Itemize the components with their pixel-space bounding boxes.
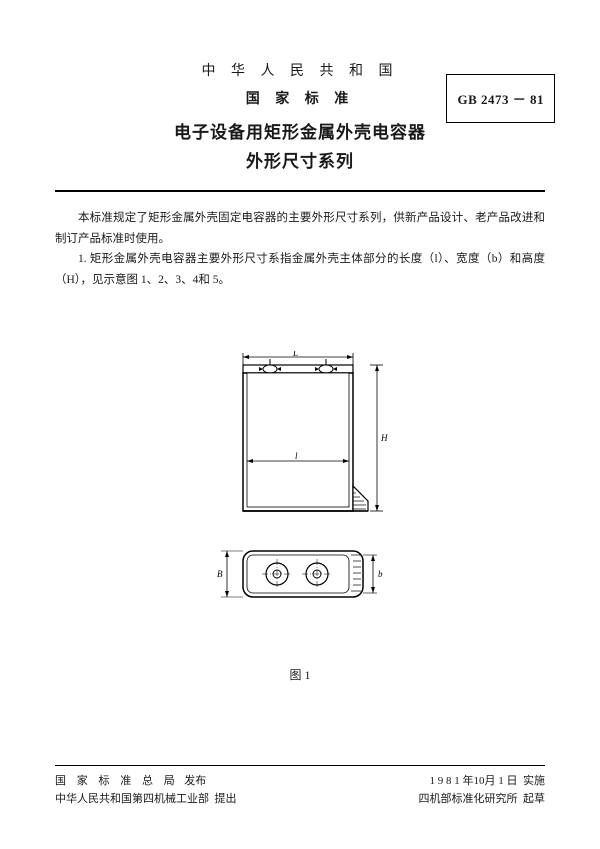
standard-code-box: GB 2473 － 81 [446, 74, 555, 123]
drafter-verb: 起草 [523, 793, 545, 805]
title-line-2: 外形尺寸系列 [174, 147, 426, 172]
standard-code: GB 2473 － 81 [457, 92, 544, 107]
label-b: b [378, 569, 383, 579]
label-B: B [217, 569, 223, 579]
impl-verb: 实施 [523, 775, 545, 787]
label-H: H [380, 433, 388, 443]
footer-right: 1 9 8 1 年10月 1 日 实施 四机部标准化研究所 起草 [419, 772, 546, 809]
issuer-verb: 发布 [184, 775, 206, 787]
impl-date: 1 9 8 1 年10月 1 日 [430, 775, 518, 787]
figure-caption: 图 1 [55, 666, 545, 683]
footer-left: 国 家 标 准 总 局 发布 中华人民共和国第四机械工业部 提出 [55, 772, 237, 809]
country-line: 中 华 人 民 共 和 国 [174, 60, 426, 80]
paragraph-1: 本标准规定了矩形金属外壳固定电容器的主要外形尺寸系列，供新产品设计、老产品改进和… [55, 208, 545, 249]
header-rule [55, 190, 545, 192]
label-L: L [292, 351, 298, 358]
footer-row: 国 家 标 准 总 局 发布 中华人民共和国第四机械工业部 提出 1 9 8 1… [55, 772, 545, 809]
body-text: 本标准规定了矩形金属外壳固定电容器的主要外形尺寸系列，供新产品设计、老产品改进和… [55, 208, 545, 291]
header-text: 中 华 人 民 共 和 国 国 家 标 准 电子设备用矩形金属外壳电容器 外形尺… [174, 60, 426, 172]
doctype-line: 国 家 标 准 [174, 88, 426, 108]
issuer: 国 家 标 准 总 局 [55, 775, 179, 787]
title-line-1: 电子设备用矩形金属外壳电容器 [174, 118, 426, 143]
header-block: 中 华 人 民 共 和 国 国 家 标 准 电子设备用矩形金属外壳电容器 外形尺… [55, 60, 545, 172]
paragraph-2: 1. 矩形金属外壳电容器主要外形尺寸系指金属外壳主体部分的长度（l）、宽度（b）… [55, 249, 545, 290]
footer-rule [55, 765, 545, 766]
footer: 国 家 标 准 总 局 发布 中华人民共和国第四机械工业部 提出 1 9 8 1… [55, 765, 545, 809]
capacitor-diagram-icon: L l [205, 351, 395, 631]
proposer-verb: 提出 [215, 793, 237, 805]
proposer: 中华人民共和国第四机械工业部 [55, 793, 209, 805]
drafter: 四机部标准化研究所 [419, 793, 518, 805]
figure-1: L l [55, 351, 545, 683]
